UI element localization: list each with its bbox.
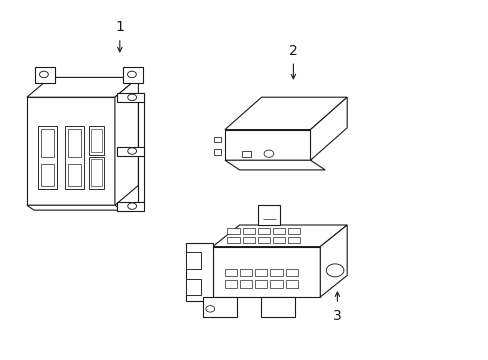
Polygon shape (117, 202, 144, 211)
Polygon shape (258, 205, 280, 225)
Polygon shape (38, 126, 57, 189)
Polygon shape (224, 97, 346, 130)
Text: 3: 3 (332, 309, 341, 323)
Circle shape (127, 71, 136, 78)
Polygon shape (310, 97, 346, 160)
Polygon shape (255, 280, 267, 288)
Circle shape (127, 203, 136, 210)
Circle shape (264, 150, 273, 157)
Polygon shape (213, 137, 221, 142)
Polygon shape (212, 225, 346, 247)
Polygon shape (185, 252, 200, 269)
Polygon shape (185, 279, 200, 295)
Polygon shape (224, 280, 237, 288)
Polygon shape (272, 237, 285, 243)
Polygon shape (242, 237, 254, 243)
Circle shape (127, 148, 136, 154)
Polygon shape (242, 151, 250, 157)
Polygon shape (89, 126, 104, 155)
Polygon shape (261, 297, 295, 317)
Polygon shape (320, 225, 346, 297)
Text: 2: 2 (288, 44, 297, 58)
Polygon shape (65, 126, 83, 189)
Polygon shape (240, 280, 252, 288)
Polygon shape (35, 67, 55, 84)
Polygon shape (285, 269, 297, 276)
Polygon shape (242, 228, 254, 234)
Polygon shape (257, 237, 269, 243)
Polygon shape (213, 149, 221, 155)
Circle shape (40, 71, 48, 78)
Circle shape (127, 94, 136, 101)
Polygon shape (270, 280, 282, 288)
Polygon shape (123, 67, 142, 84)
Polygon shape (224, 269, 237, 276)
Polygon shape (27, 77, 138, 97)
Polygon shape (272, 228, 285, 234)
Polygon shape (240, 269, 252, 276)
Polygon shape (255, 269, 267, 276)
Polygon shape (227, 237, 239, 243)
Polygon shape (212, 247, 320, 297)
Polygon shape (41, 129, 54, 157)
Circle shape (325, 264, 343, 277)
Polygon shape (138, 93, 144, 202)
Polygon shape (270, 269, 282, 276)
Polygon shape (27, 97, 115, 205)
Circle shape (205, 306, 214, 312)
Polygon shape (287, 228, 300, 234)
Text: 1: 1 (115, 20, 124, 34)
Polygon shape (68, 164, 81, 186)
Polygon shape (224, 130, 310, 160)
Polygon shape (91, 129, 102, 152)
Polygon shape (41, 164, 54, 186)
Polygon shape (68, 129, 81, 157)
Polygon shape (115, 77, 138, 205)
Polygon shape (185, 243, 212, 301)
Polygon shape (117, 147, 144, 156)
Polygon shape (89, 157, 104, 189)
Polygon shape (91, 159, 102, 186)
Polygon shape (285, 280, 297, 288)
Polygon shape (224, 160, 325, 170)
Polygon shape (117, 93, 144, 102)
Polygon shape (287, 237, 300, 243)
Polygon shape (227, 228, 239, 234)
Polygon shape (27, 205, 122, 210)
Polygon shape (257, 228, 269, 234)
Polygon shape (203, 297, 237, 317)
